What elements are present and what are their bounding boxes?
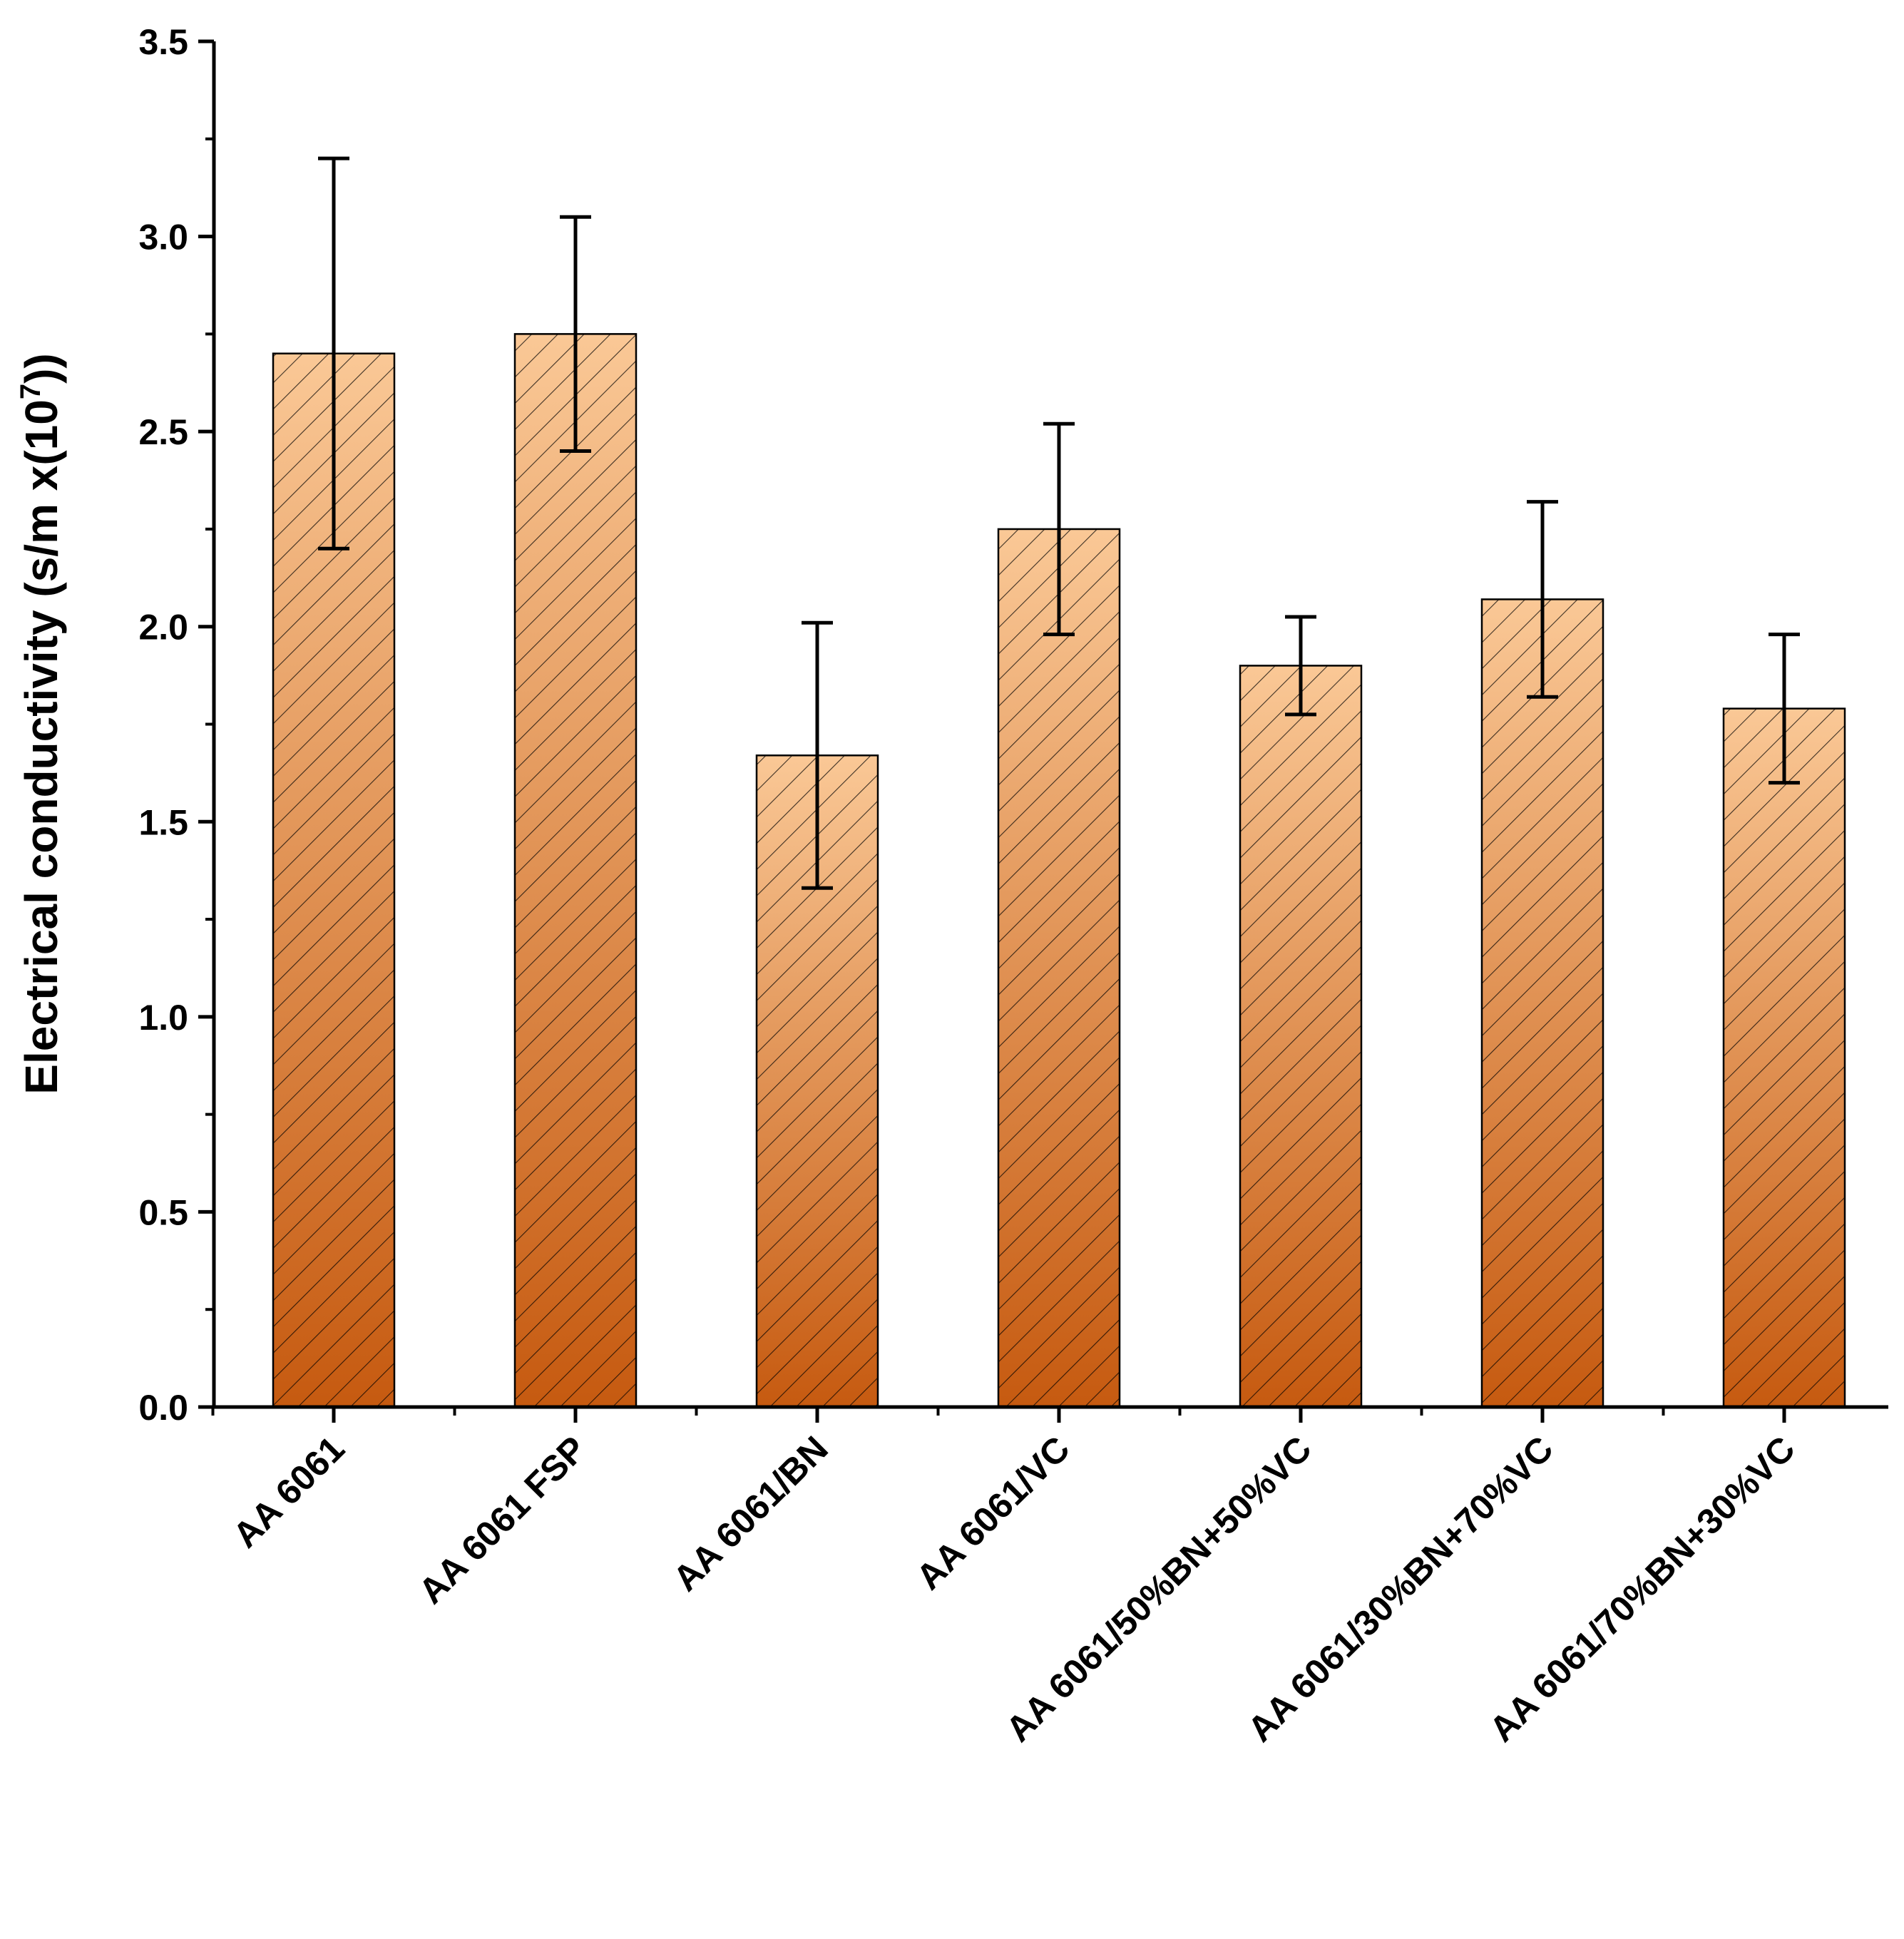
y-axis-title-prefix: Electrical conductivity (s/m x(10 — [16, 399, 67, 1095]
y-axis-title: Electrical conductivity (s/m x(107)) — [15, 353, 67, 1094]
bars-layer — [272, 333, 1846, 1408]
y-tick-label: 3.0 — [138, 218, 188, 257]
y-ticks-layer: 0.0 0.5 1.0 1.5 2.0 2.5 3.0 3.5 — [138, 22, 214, 1428]
x-tick-label: AA 6061/BN — [665, 1428, 836, 1599]
bar-hatch — [1239, 665, 1363, 1408]
x-tick-label: AA 6061 — [225, 1428, 352, 1555]
y-tick-label: 0.0 — [138, 1388, 188, 1428]
bar-hatch — [1722, 707, 1846, 1408]
y-tick-label: 1.0 — [138, 998, 188, 1038]
y-axis-title-exponent: 7 — [15, 384, 46, 399]
y-tick-label: 2.5 — [138, 412, 188, 452]
error-bars-layer — [318, 156, 1800, 890]
bar-hatch — [1480, 598, 1604, 1408]
x-tick-label: AA 6061/VC — [909, 1428, 1078, 1597]
y-tick-label: 3.5 — [138, 22, 188, 62]
bar-hatch — [997, 528, 1121, 1408]
y-tick-label: 0.5 — [138, 1192, 188, 1232]
bar-hatch — [513, 333, 638, 1408]
x-ticks-layer: AA 6061 AA 6061 FSP AA 6061/BN AA 6061/VCAA… — [211, 1407, 1803, 1749]
y-tick-label: 2.0 — [138, 608, 188, 648]
y-tick-label: 1.5 — [138, 802, 188, 842]
x-tick-label: AA 6061 FSP — [411, 1428, 593, 1611]
y-axis-title-suffix: )) — [16, 353, 67, 384]
